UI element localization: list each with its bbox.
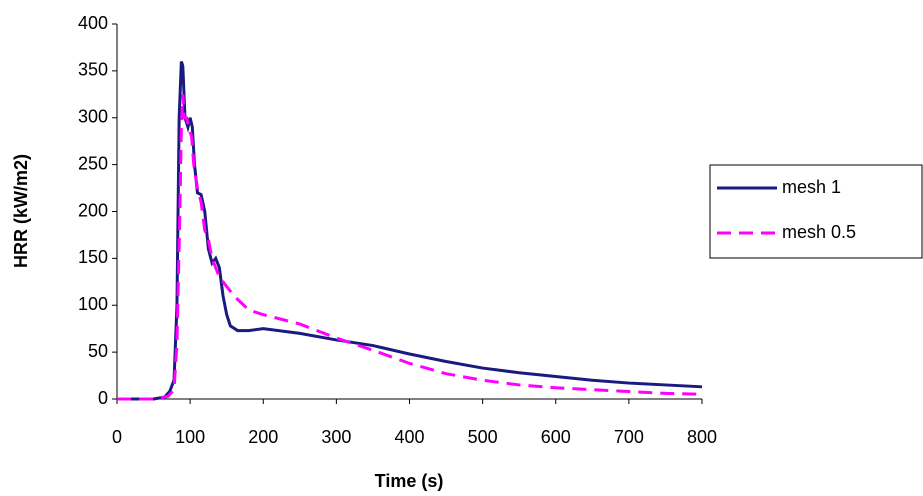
x-tick-label: 100 <box>175 427 205 447</box>
legend-label: mesh 0.5 <box>782 222 856 242</box>
x-axis-title: Time (s) <box>375 471 444 491</box>
series-line <box>117 61 703 401</box>
y-tick-label: 200 <box>78 200 108 220</box>
x-tick-label: 200 <box>248 427 278 447</box>
y-tick-label: 0 <box>98 388 108 408</box>
y-tick-label: 300 <box>78 107 108 127</box>
x-tick-label: 800 <box>687 427 717 447</box>
y-tick-label: 350 <box>78 60 108 80</box>
legend-box <box>709 164 923 259</box>
y-tick-label: 100 <box>78 294 108 314</box>
y-axis-title: HRR (kW/m2) <box>11 154 31 268</box>
x-tick-label: 400 <box>394 427 424 447</box>
y-tick-label: 400 <box>78 13 108 33</box>
y-tick-label: 150 <box>78 247 108 267</box>
x-tick-label: 300 <box>321 427 351 447</box>
x-tick-label: 0 <box>112 427 122 447</box>
legend-label: mesh 1 <box>782 177 841 197</box>
x-tick-label: 700 <box>614 427 644 447</box>
x-tick-label: 600 <box>541 427 571 447</box>
series-line <box>117 94 703 401</box>
y-tick-label: 50 <box>88 341 108 361</box>
x-tick-label: 500 <box>468 427 498 447</box>
y-tick-label: 250 <box>78 153 108 173</box>
